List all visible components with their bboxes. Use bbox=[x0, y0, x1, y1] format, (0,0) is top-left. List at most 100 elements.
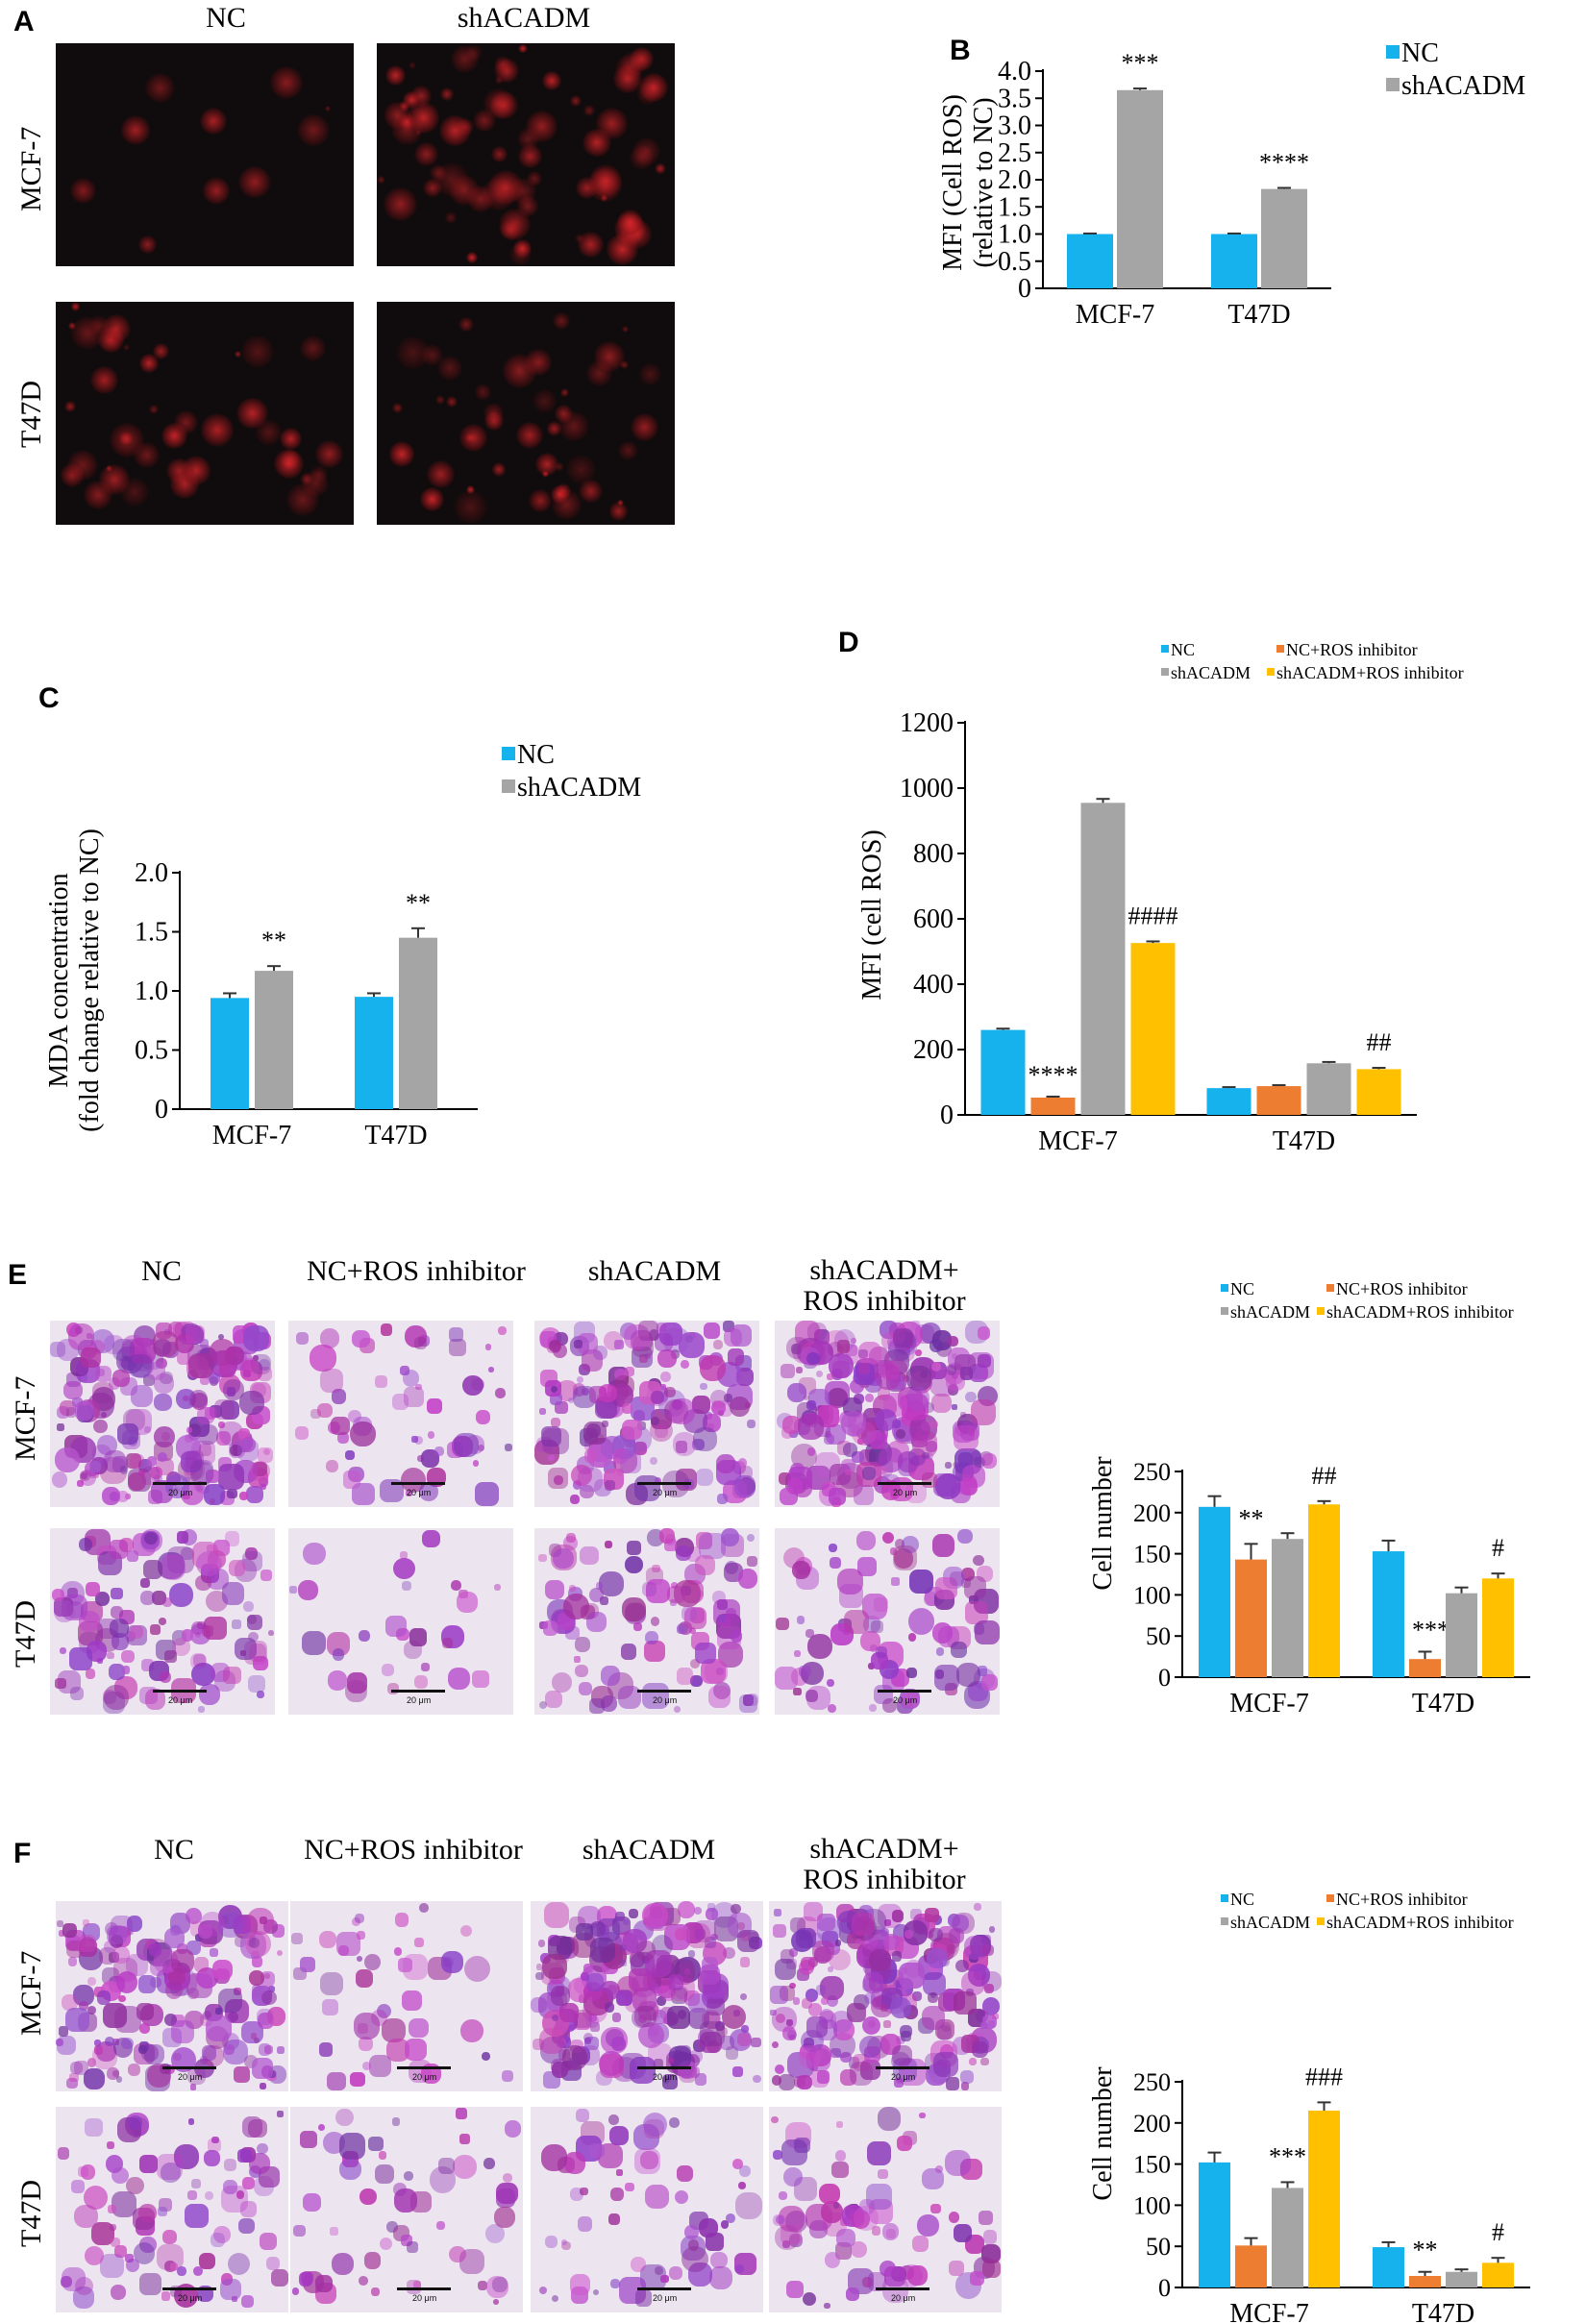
stained-cell bbox=[931, 1534, 955, 1558]
stained-cell bbox=[55, 1677, 66, 1690]
stained-cell bbox=[870, 1619, 883, 1633]
stained-cell bbox=[693, 1906, 703, 1916]
fluorescent-cell bbox=[302, 470, 329, 498]
stained-cell bbox=[589, 2142, 606, 2159]
y-tick-label: 800 bbox=[913, 839, 954, 869]
stained-cell bbox=[170, 1949, 195, 1973]
fluorescent-cell bbox=[459, 423, 488, 452]
stained-cell bbox=[112, 1339, 135, 1361]
fluorescent-cell bbox=[270, 66, 303, 100]
stained-cell bbox=[104, 1685, 129, 1710]
bar bbox=[355, 997, 393, 1109]
stained-cell bbox=[359, 1630, 371, 1643]
stained-cell bbox=[544, 2235, 558, 2249]
legend-label: shACADM+ROS inhibitor bbox=[1326, 1913, 1514, 1932]
stained-cell bbox=[404, 2038, 428, 2062]
stained-cell bbox=[846, 2002, 867, 2023]
fluorescent-cell bbox=[300, 335, 327, 362]
fluorescent-cell bbox=[408, 61, 417, 70]
stained-cell bbox=[456, 1591, 479, 1614]
stained-cell bbox=[107, 2204, 116, 2213]
stained-cell bbox=[835, 1940, 842, 1946]
stained-cell bbox=[112, 2191, 137, 2217]
stained-cell bbox=[176, 2265, 187, 2277]
stained-cell bbox=[560, 2238, 568, 2245]
fluorescent-cell bbox=[491, 146, 508, 162]
stained-cell bbox=[291, 2287, 300, 2296]
stained-cell bbox=[153, 1338, 171, 1356]
x-tick-label: T47D bbox=[1273, 1126, 1335, 1156]
micrograph-f-t47d-nc-ros: 20 μm bbox=[290, 2107, 523, 2312]
fluorescent-cell bbox=[310, 465, 329, 483]
stained-cell bbox=[391, 2117, 401, 2127]
stained-cell bbox=[948, 2212, 960, 2223]
stained-cell bbox=[654, 1332, 673, 1351]
stained-cell bbox=[100, 2254, 124, 2278]
stained-cell bbox=[908, 1419, 931, 1442]
stained-cell bbox=[107, 2067, 119, 2080]
stained-cell bbox=[795, 1367, 803, 1374]
stained-cell bbox=[540, 2144, 568, 2171]
stained-cell bbox=[82, 1919, 89, 1927]
stained-cell bbox=[849, 2061, 874, 2086]
stained-cell bbox=[352, 1482, 375, 1506]
stained-cell bbox=[107, 1651, 114, 1660]
stained-cell bbox=[678, 1901, 695, 1918]
x-tick-label: MCF-7 bbox=[1229, 2299, 1308, 2324]
stained-cell bbox=[786, 2281, 805, 2299]
panel-f-col-label-shacadm: shACADM bbox=[582, 1834, 716, 1866]
stained-cell bbox=[378, 2150, 387, 2160]
stained-cell bbox=[676, 1545, 691, 1561]
stained-cell bbox=[827, 1387, 848, 1408]
stained-cell bbox=[927, 1992, 939, 2004]
stained-cell bbox=[111, 2237, 121, 2248]
chart-d: 0 200 400 600 800 1000 1200 MFI (cell ROS) **** #… bbox=[857, 640, 1464, 1156]
stained-cell bbox=[186, 1987, 199, 2000]
stained-cell bbox=[102, 2003, 128, 2028]
stained-cell bbox=[831, 2161, 849, 2179]
stained-cell bbox=[832, 2202, 840, 2210]
stained-cell bbox=[806, 1447, 816, 1457]
stained-cell bbox=[250, 2033, 257, 2040]
stained-cell bbox=[419, 1902, 430, 1913]
significance-label: **** bbox=[1028, 1061, 1078, 1089]
stained-cell bbox=[891, 1577, 900, 1586]
stained-cell bbox=[495, 1388, 506, 1398]
stained-cell bbox=[902, 1691, 919, 1709]
stained-cell bbox=[569, 2274, 591, 2295]
stained-cell bbox=[816, 2070, 830, 2084]
stained-cell bbox=[241, 1550, 263, 1572]
stained-cell bbox=[126, 1916, 143, 1932]
fluorescent-cell bbox=[161, 422, 187, 449]
stained-cell bbox=[935, 1647, 945, 1656]
stained-cell bbox=[585, 1973, 605, 1992]
stained-cell bbox=[676, 1625, 685, 1635]
stained-cell bbox=[89, 1460, 101, 1472]
x-tick-label: MCF-7 bbox=[1038, 1126, 1117, 1156]
stained-cell bbox=[244, 1930, 272, 1958]
legend-swatch bbox=[1386, 78, 1400, 91]
stained-cell bbox=[781, 2139, 807, 2165]
stained-cell bbox=[251, 1984, 265, 1997]
stained-cell bbox=[74, 1400, 94, 1421]
bar bbox=[1211, 234, 1257, 288]
stained-cell bbox=[856, 1531, 876, 1551]
stained-cell bbox=[234, 2066, 250, 2083]
stained-cell bbox=[730, 1324, 753, 1347]
stained-cell bbox=[775, 2013, 786, 2024]
stained-cell bbox=[820, 1996, 829, 2005]
fluorescent-cell bbox=[586, 359, 613, 387]
stained-cell bbox=[658, 1528, 675, 1545]
stained-cell bbox=[409, 2018, 429, 2039]
scale-bar bbox=[876, 2287, 929, 2290]
stained-cell bbox=[675, 1441, 688, 1453]
stained-cell bbox=[772, 2041, 780, 2049]
stained-cell bbox=[538, 1553, 547, 1562]
stained-cell bbox=[747, 1420, 756, 1428]
stained-cell bbox=[368, 2136, 384, 2152]
significance-label: **** bbox=[1259, 148, 1309, 176]
scale-bar bbox=[153, 1482, 207, 1485]
stained-cell bbox=[460, 2019, 483, 2042]
stained-cell bbox=[300, 2130, 318, 2149]
stained-cell bbox=[619, 1451, 642, 1473]
